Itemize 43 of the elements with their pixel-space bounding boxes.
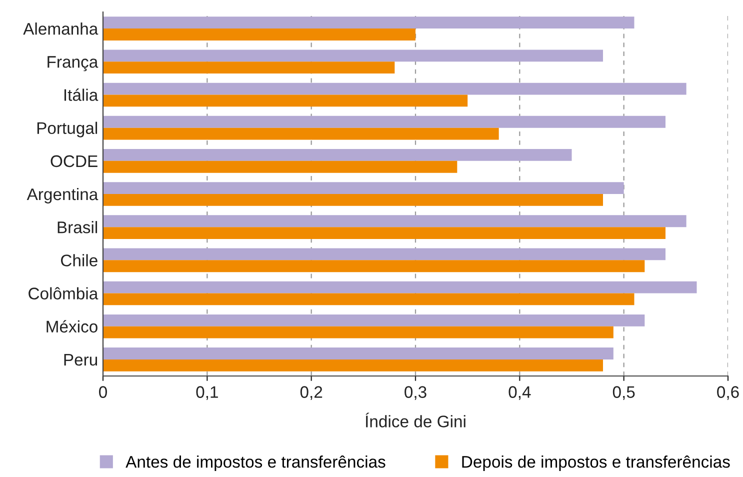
y-tick-label: Argentina <box>26 188 98 204</box>
bar <box>103 227 666 240</box>
bar <box>103 16 634 29</box>
y-tick-label: OCDE <box>50 155 98 168</box>
bar <box>103 293 634 306</box>
x-tick-label: 0,1 <box>196 386 218 400</box>
bar <box>103 194 603 206</box>
bar <box>103 326 614 338</box>
y-tick-label: Peru <box>64 354 98 366</box>
legend-label: Depois de impostos e transferências <box>462 455 730 472</box>
bar <box>103 94 468 107</box>
bar <box>103 281 697 294</box>
y-tick-label: Itália <box>64 88 98 101</box>
bar <box>103 128 499 140</box>
y-tick-label: Alemanha <box>23 22 98 35</box>
y-tick-label: Brasil <box>58 221 98 234</box>
bar <box>103 182 624 194</box>
x-tick-label: 0 <box>99 386 107 398</box>
x-tick-label: 0,4 <box>508 386 531 400</box>
x-tick-label: 0,6 <box>717 386 739 400</box>
bar <box>103 359 603 372</box>
bar <box>103 160 458 173</box>
x-tick-label: 0,5 <box>612 386 635 400</box>
bar <box>103 50 603 62</box>
bar <box>103 215 686 228</box>
y-tick-label: México <box>46 320 98 333</box>
y-tick-label: Colômbia <box>28 287 98 300</box>
y-tick-label: Chile <box>61 254 98 266</box>
bar <box>103 148 572 161</box>
bar <box>103 314 645 326</box>
legend-label: Antes de impostos e transferências <box>126 455 386 472</box>
bar <box>103 28 416 40</box>
x-axis-title: Índice de Gini <box>366 412 466 428</box>
y-tick-label: Portugal <box>37 122 98 138</box>
bar <box>103 348 614 360</box>
bar <box>103 248 666 260</box>
bar <box>103 260 645 272</box>
bar <box>103 62 395 74</box>
y-tick-label: França <box>48 56 98 72</box>
x-tick-label: 0,3 <box>404 386 426 400</box>
x-tick-label: 0,2 <box>300 386 322 400</box>
bar <box>103 82 686 95</box>
bar <box>103 116 666 128</box>
